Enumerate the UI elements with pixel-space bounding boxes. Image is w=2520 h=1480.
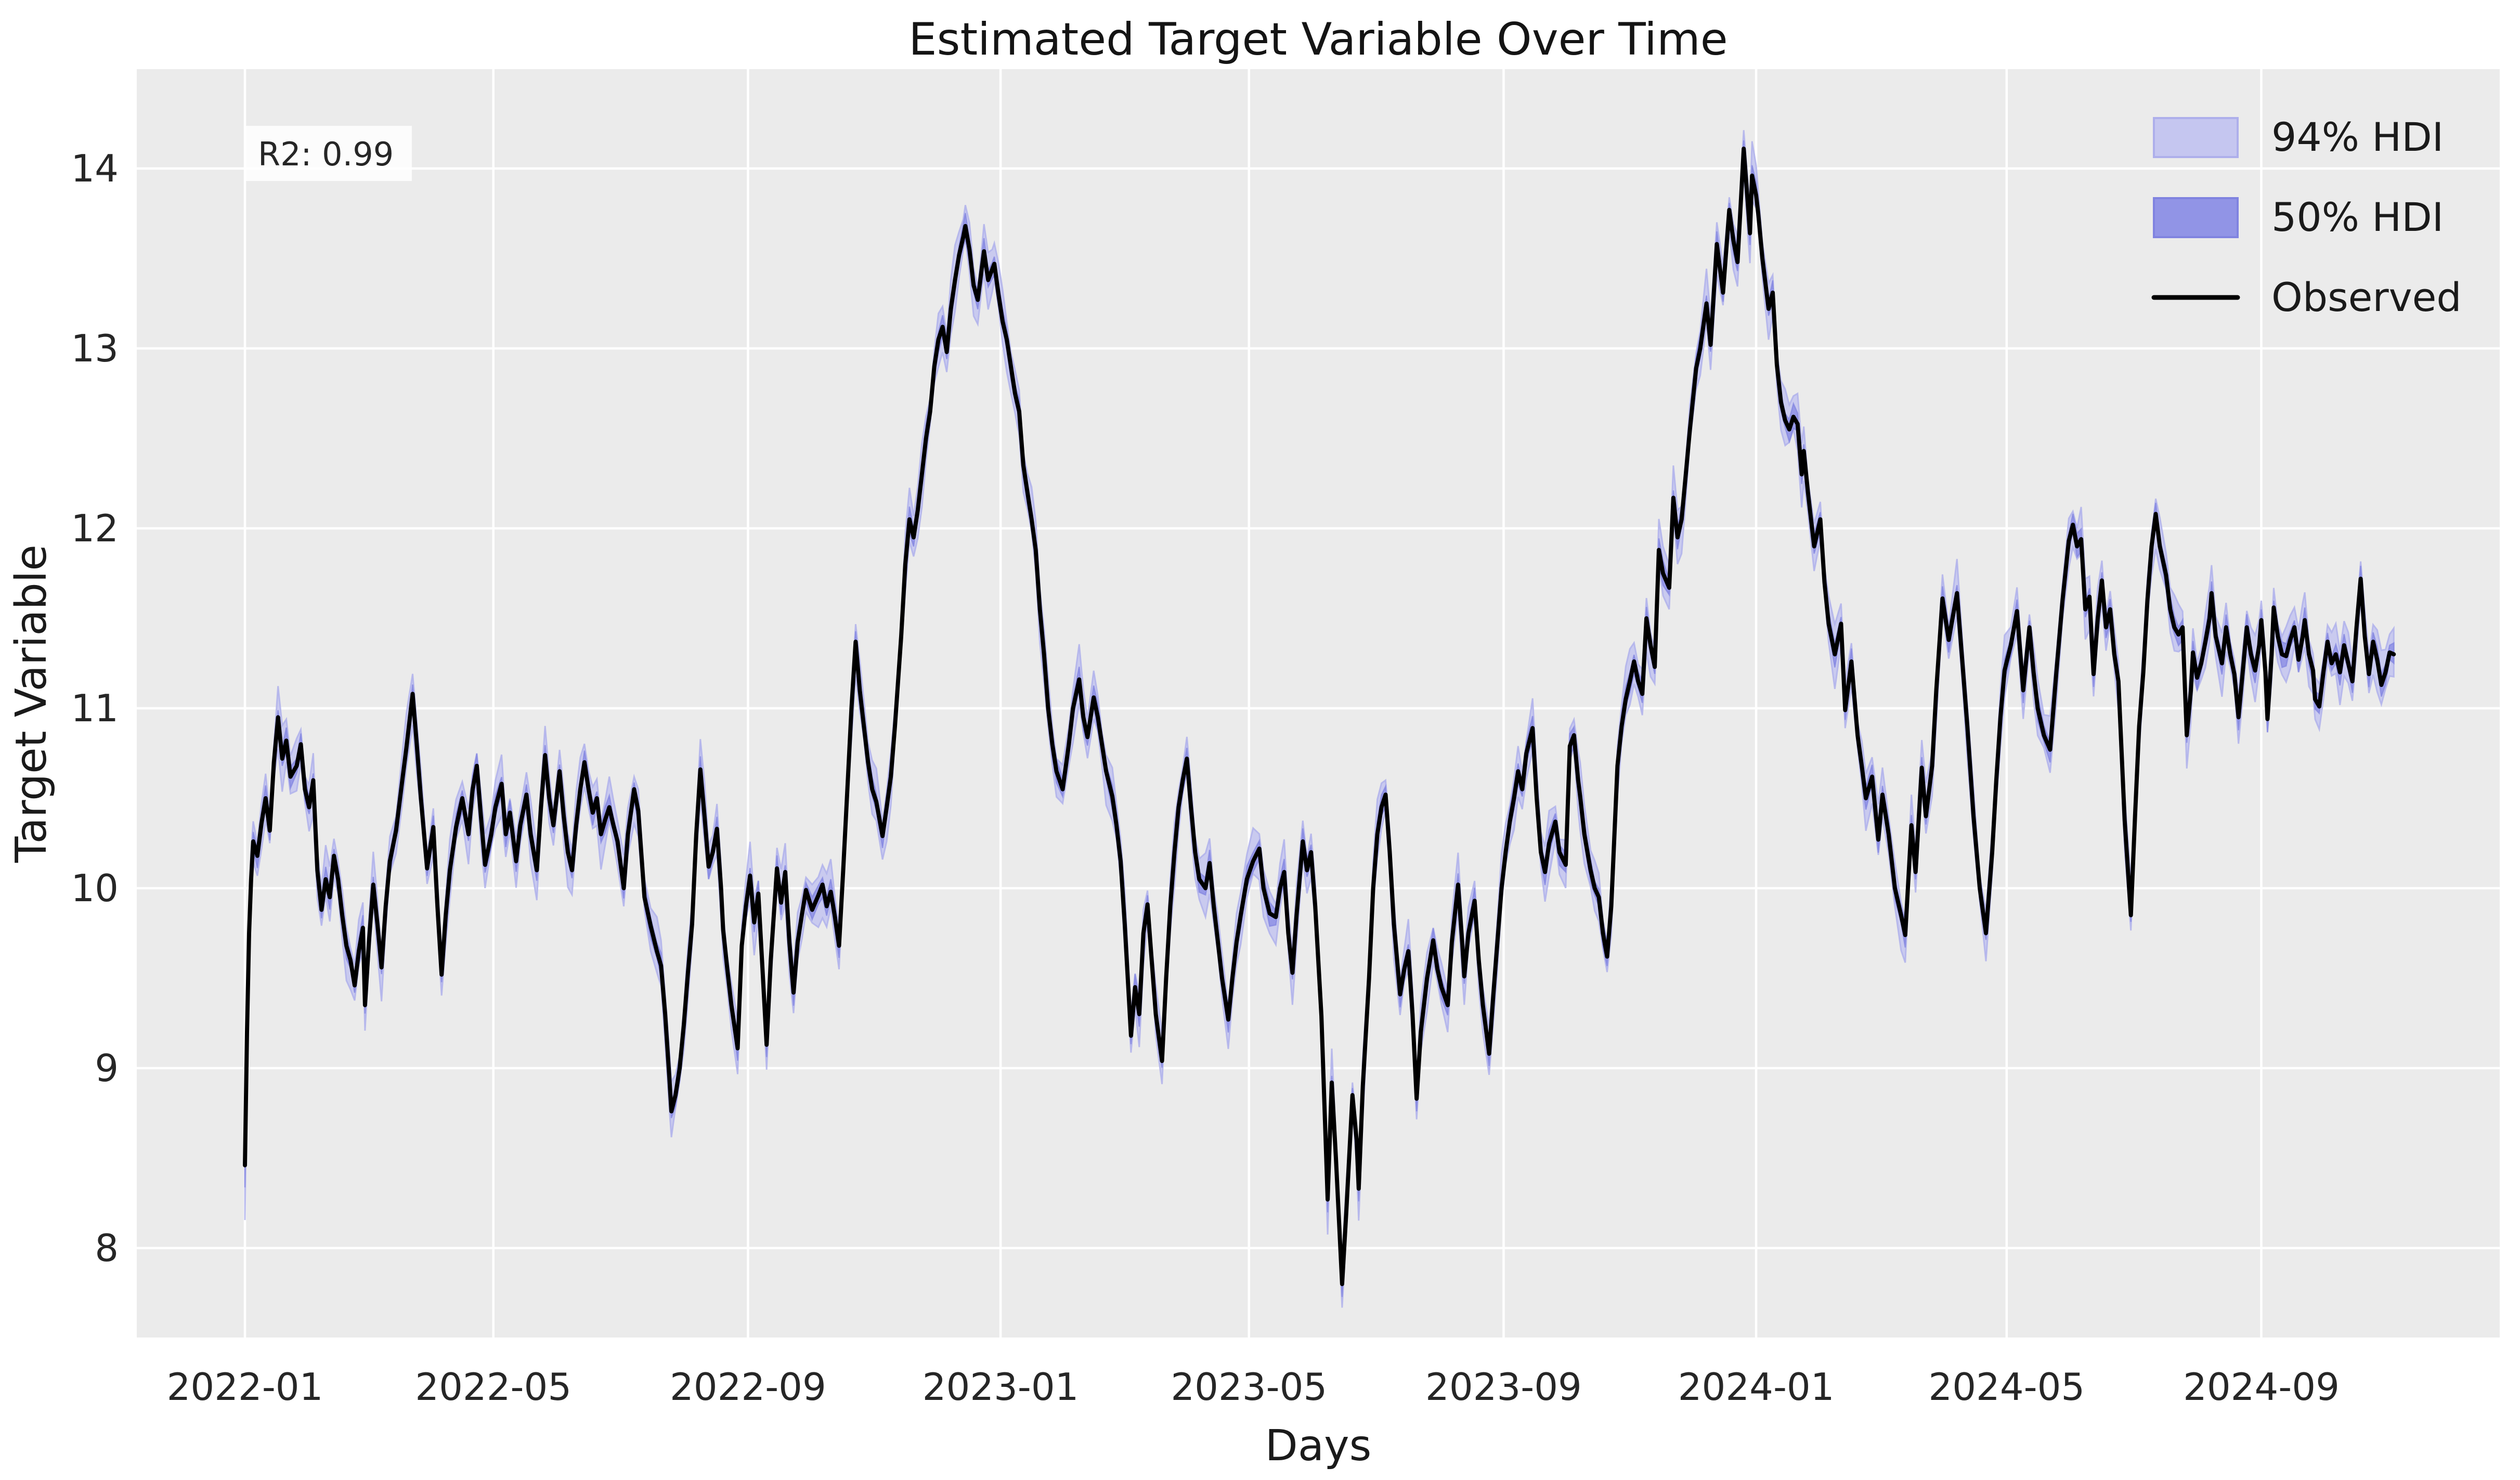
y-tick-label: 9: [95, 1046, 119, 1090]
r2-annotation: R2: 0.99: [244, 126, 412, 181]
legend-swatch-50-hdi: [2153, 197, 2239, 238]
chart-title: Estimated Target Variable Over Time: [908, 14, 1727, 66]
hdi-94-band: [244, 130, 2395, 1308]
x-tick-label: 2024-05: [1928, 1365, 2085, 1409]
r2-annotation-text: R2: 0.99: [258, 135, 394, 173]
x-tick-label: 2023-09: [1425, 1365, 1582, 1409]
x-tick-label: 2022-01: [167, 1365, 323, 1409]
x-tick-label: 2022-09: [670, 1365, 826, 1409]
x-tick-label: 2024-09: [2183, 1365, 2340, 1409]
x-tick-label: 2023-01: [923, 1365, 1079, 1409]
y-tick-label: 8: [95, 1226, 119, 1270]
x-axis-label: Days: [1265, 1421, 1372, 1471]
gridlines: [137, 69, 2500, 1338]
legend-label-50-hdi: 50% HDI: [2271, 194, 2444, 240]
legend-swatch-94-hdi: [2153, 117, 2239, 158]
x-tick-label: 2022-05: [415, 1365, 571, 1409]
x-tick-label: 2024-01: [1678, 1365, 1835, 1409]
y-tick-labels: 8 9 10 11 12 13 14: [71, 147, 119, 1270]
y-axis-label: Target Variable: [7, 544, 56, 863]
legend: 94% HDI 50% HDI Observed: [2151, 114, 2462, 320]
x-tick-labels: 2022-01 2022-05 2022-09 2023-01 2023-05 2023-…: [167, 1365, 2340, 1409]
r2-annotation-box: [244, 126, 412, 181]
y-tick-label: 12: [71, 507, 119, 550]
y-tick-label: 13: [71, 327, 119, 370]
y-tick-label: 10: [71, 866, 119, 910]
observed-series-path: [243, 146, 2396, 1287]
observed-line: [243, 146, 2396, 1287]
legend-label-observed: Observed: [2271, 274, 2462, 320]
hdi-94-area: [244, 130, 2395, 1308]
legend-label-94-hdi: 94% HDI: [2271, 114, 2444, 160]
y-tick-label: 14: [71, 147, 119, 190]
x-tick-label: 2023-05: [1171, 1365, 1327, 1409]
plot-area: [137, 69, 2500, 1338]
y-tick-label: 11: [71, 686, 119, 730]
